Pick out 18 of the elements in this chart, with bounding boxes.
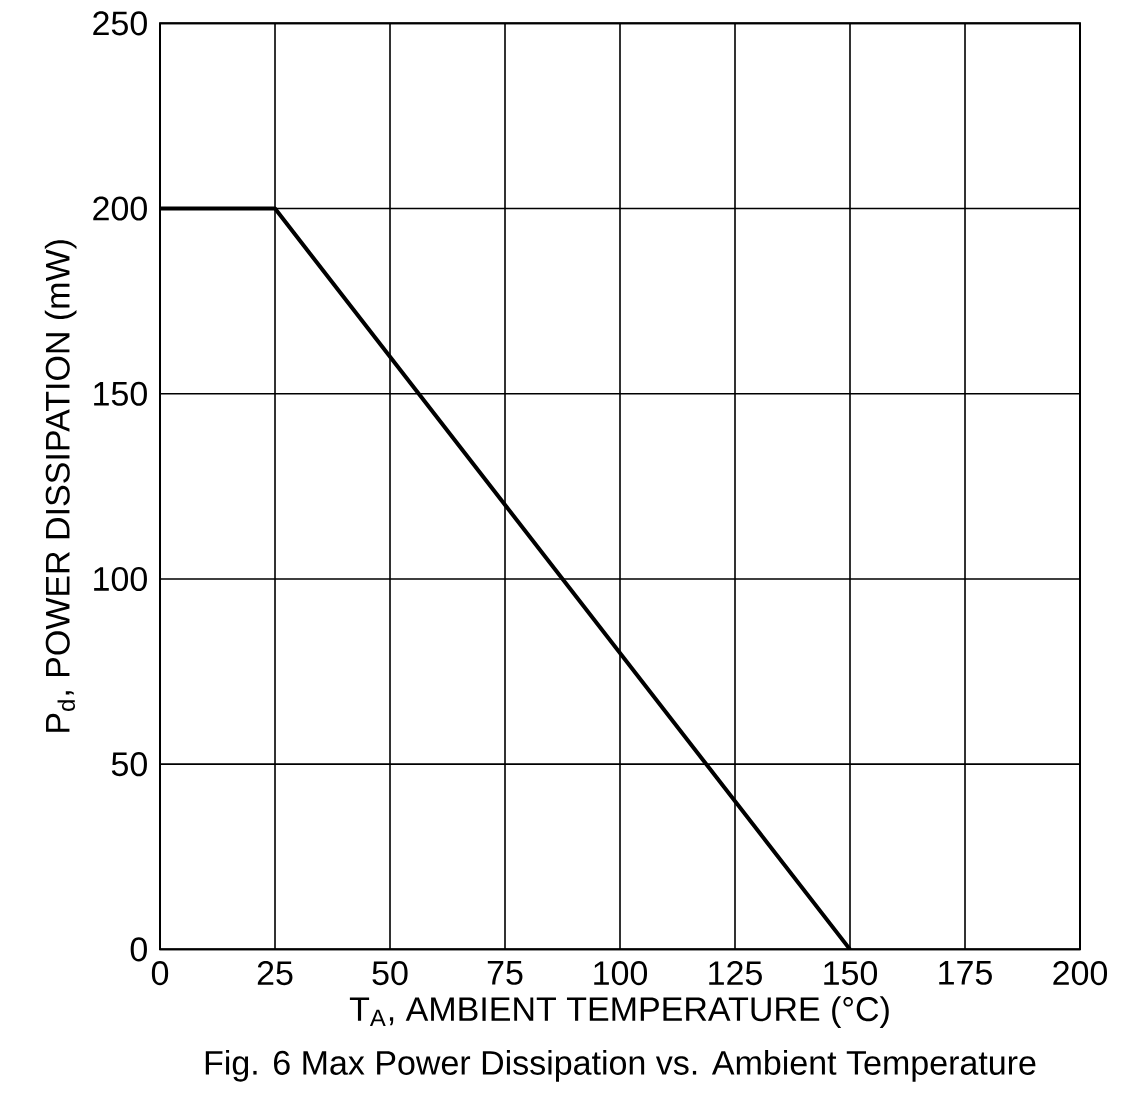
x-tick-label: 25 bbox=[257, 960, 293, 985]
x-tick-label: 125 bbox=[709, 960, 762, 985]
caption: Fig. 6 Max Power Dissipation vs. Ambient Temperature bbox=[205, 1049, 1036, 1082]
x-tick-label: 150 bbox=[824, 960, 878, 985]
x-tick-label: 200 bbox=[1053, 960, 1108, 985]
x-tick-label: 100 bbox=[594, 960, 648, 985]
x-tick-label: 0 bbox=[151, 960, 169, 985]
x-tick-label: 75 bbox=[487, 960, 523, 985]
y-tick-label: 200 bbox=[93, 196, 147, 221]
y-tick-label: 150 bbox=[94, 381, 147, 406]
x-axis-title: T$_{A}$, AMBIENT TEMPERATURE (°C) bbox=[349, 996, 889, 1028]
x-tick-label: 175 bbox=[939, 960, 992, 985]
y-tick-label: 100 bbox=[94, 566, 147, 591]
y-tick-label: 50 bbox=[111, 751, 147, 777]
x-tick-label: 50 bbox=[372, 960, 408, 985]
y-axis-title: P$_{d}$, POWER DISSIPATION (mW) bbox=[44, 240, 77, 732]
y-tick-label: 0 bbox=[130, 937, 147, 962]
y-tick-label: 250 bbox=[93, 11, 147, 36]
